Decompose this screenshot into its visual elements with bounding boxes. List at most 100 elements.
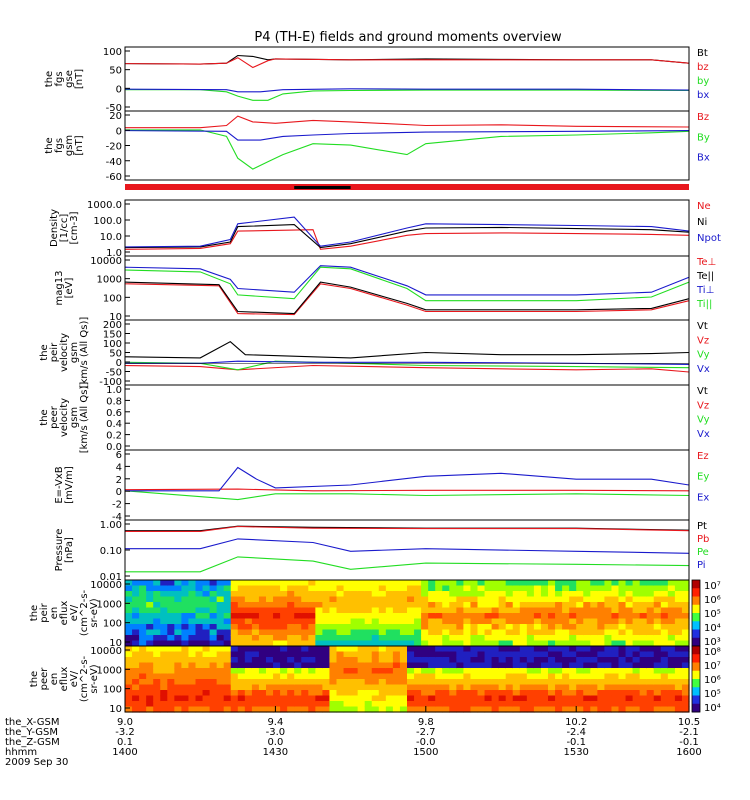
spectrogram-cell [569, 618, 577, 625]
series-line-Vt [124, 341, 690, 359]
spectrogram-cell [392, 701, 401, 708]
spectrogram-cell [498, 607, 507, 614]
spectrogram-cell [308, 602, 316, 609]
spectrogram-cell [392, 679, 401, 686]
spectrogram-cell [491, 613, 500, 620]
spectrogram-cell [287, 613, 295, 620]
spectrogram-cell [618, 596, 627, 603]
spectrogram-cell [132, 580, 140, 587]
spectrogram-cell [505, 596, 514, 603]
spectrogram-cell [540, 635, 549, 642]
spectrogram-cell [540, 591, 549, 598]
spectrogram-cell [153, 613, 161, 620]
spectrogram-cell [681, 580, 690, 587]
spectrogram-cell [477, 662, 486, 669]
spectrogram-cell [590, 618, 598, 625]
spectrogram-cell [385, 684, 394, 691]
spectrogram-cell [597, 596, 605, 603]
spectrogram-cell [244, 613, 253, 620]
spectrogram-cell [343, 629, 352, 636]
spectrogram-cell [301, 695, 309, 702]
spectrogram-cell [266, 701, 274, 708]
spectrogram-cell [533, 629, 542, 636]
spectrogram-cell [202, 684, 211, 691]
spectrogram-cell [498, 640, 507, 647]
spectrogram-cell [540, 701, 549, 708]
spectrogram-cell [244, 668, 253, 675]
spectrogram-cell [512, 706, 521, 713]
spectrogram-cell [146, 580, 154, 587]
spectrogram-cell [555, 673, 563, 680]
spectrogram-cell [244, 706, 253, 713]
spectrogram-cell [343, 635, 352, 642]
spectrogram-cell [181, 585, 190, 592]
spectrogram-cell [188, 646, 197, 653]
spectrogram-cell [505, 690, 514, 697]
spectrogram-cell [378, 624, 387, 631]
spectrogram-cell [322, 657, 331, 664]
spectrogram-cell [237, 585, 246, 592]
spectrogram-cell [576, 602, 584, 609]
spectrogram-cell [484, 706, 493, 713]
spectrogram-cell [237, 690, 246, 697]
spectrogram-cell [336, 629, 345, 636]
spectrogram-cell [653, 640, 662, 647]
spectrogram-cell [442, 668, 450, 675]
spectrogram-cell [428, 706, 436, 713]
spectrogram-cell [237, 701, 246, 708]
spectrogram-cell [611, 679, 620, 686]
spectrogram-cell [301, 635, 309, 642]
spectrogram-cell [244, 684, 253, 691]
spectrogram-cell [322, 640, 331, 647]
spectrogram-cell [392, 695, 401, 702]
spectrogram-cell [681, 695, 690, 702]
series-line-Bx [124, 130, 690, 141]
y-axis-label: peer [49, 405, 60, 429]
legend-entry: Bx [697, 153, 710, 164]
spectrogram-cell [660, 596, 669, 603]
colorbar-label: 10⁵ [704, 609, 721, 620]
spectrogram-cell [583, 657, 591, 664]
spectrogram-cell [209, 580, 218, 587]
spectrogram-cell [371, 585, 380, 592]
spectrogram-cell [371, 602, 380, 609]
spectrogram-cell [491, 668, 500, 675]
spectrogram-cell [329, 701, 338, 708]
spectrogram-cell [674, 580, 683, 587]
legend-entry: Npot [697, 233, 721, 244]
spectrogram-cell [237, 668, 246, 675]
spectrogram-cell [153, 657, 161, 664]
spectrogram-cell [167, 679, 175, 686]
spectrogram-cell [632, 580, 641, 587]
spectrogram-cell [597, 701, 605, 708]
spectrogram-cell [174, 662, 182, 669]
spectrogram-cell [449, 618, 457, 625]
spectrogram-cell [336, 624, 345, 631]
spectrogram-cell [407, 668, 415, 675]
spectrogram-cell [399, 580, 408, 587]
spectrogram-cell [632, 635, 641, 642]
spectrogram-cell [590, 629, 598, 636]
spectrogram-cell [244, 651, 253, 658]
series-line-by [125, 89, 690, 101]
spectrogram-cell [146, 629, 154, 636]
spectrogram-cell [463, 701, 472, 708]
spectrogram-cell [660, 613, 669, 620]
spectrogram-cell [477, 684, 486, 691]
spectrogram-cell [315, 673, 323, 680]
spectrogram-cell [407, 580, 415, 587]
spectrogram-cell [244, 607, 253, 614]
spectrogram-cell [674, 646, 683, 653]
spectrogram-cell [583, 591, 591, 598]
spectrogram-cell [315, 591, 323, 598]
spectrogram-cell [343, 591, 352, 598]
spectrogram-cell [385, 695, 394, 702]
spectrogram-cell [174, 580, 182, 587]
spectrogram-cell [174, 701, 182, 708]
spectrogram-cell [371, 640, 380, 647]
spectrogram-cell [470, 690, 479, 697]
spectrogram-cell [244, 580, 253, 587]
spectrogram-cell [653, 635, 662, 642]
spectrogram-cell [153, 602, 161, 609]
spectrogram-cell [167, 640, 175, 647]
